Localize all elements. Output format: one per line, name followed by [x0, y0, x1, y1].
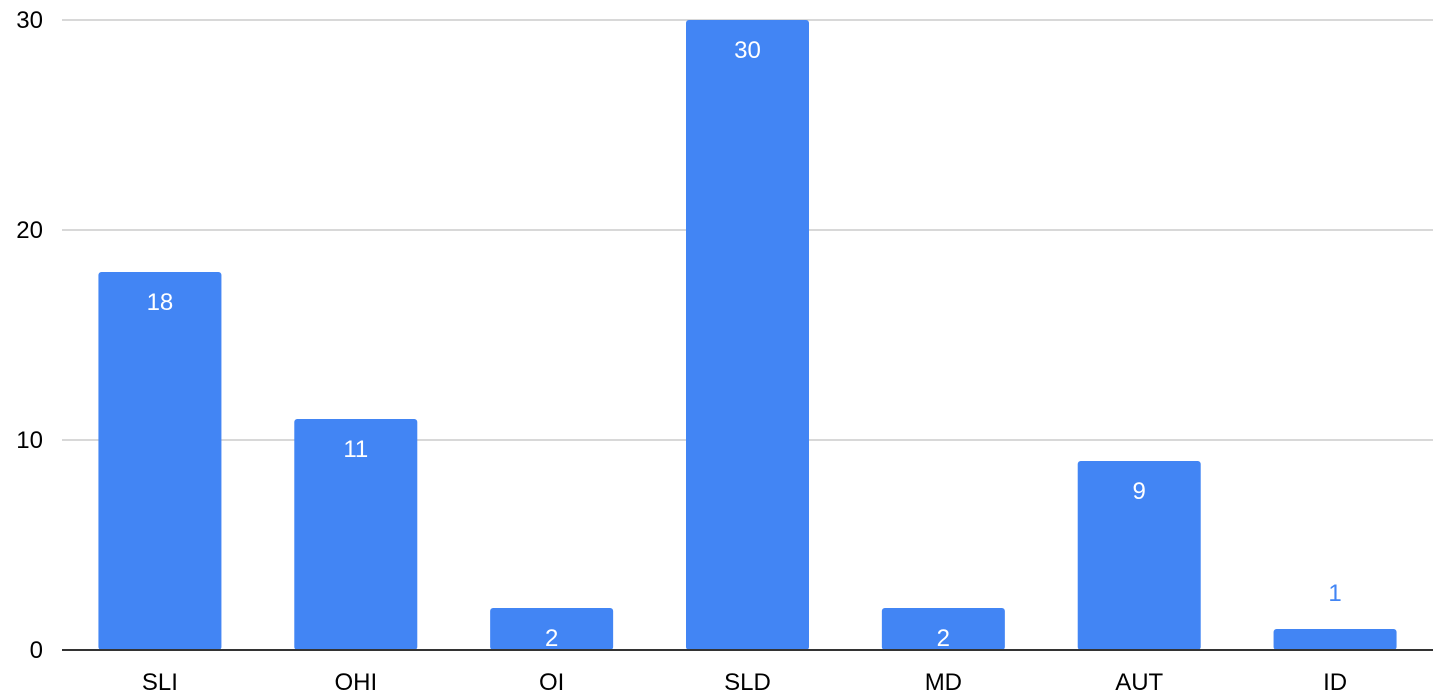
- data-label: 9: [1133, 478, 1146, 505]
- bar: [881, 608, 1005, 650]
- x-axis-categories: SLI OHI OI SLD MD AUT ID: [142, 669, 1347, 694]
- data-label: 2: [937, 625, 950, 652]
- bar: [294, 419, 418, 650]
- x-category-label: SLD: [724, 669, 771, 694]
- data-label: 30: [734, 37, 761, 64]
- data-label: 1: [1328, 580, 1341, 607]
- y-tick-label: 30: [16, 7, 43, 34]
- bar: [98, 272, 222, 650]
- y-tick-label: 10: [16, 427, 43, 454]
- x-category-label: MD: [925, 669, 962, 694]
- bar: [686, 20, 809, 650]
- bar: [1273, 629, 1397, 650]
- data-label: 2: [545, 625, 558, 652]
- x-category-label: SLI: [142, 669, 178, 694]
- data-label: 11: [343, 436, 368, 463]
- bars: [98, 20, 1397, 650]
- bar: [490, 608, 614, 650]
- x-category-label: OI: [539, 669, 564, 694]
- x-category-label: OHI: [334, 669, 377, 694]
- y-axis-ticks: 0 10 20 30: [16, 7, 43, 664]
- x-category-label: ID: [1323, 669, 1347, 694]
- bar: [1077, 461, 1201, 650]
- y-tick-label: 20: [16, 217, 43, 244]
- data-label: 18: [147, 289, 174, 316]
- y-tick-label: 0: [30, 637, 43, 664]
- x-category-label: AUT: [1115, 669, 1163, 694]
- data-labels: 18 11 2 30 2 9 1: [147, 37, 1342, 652]
